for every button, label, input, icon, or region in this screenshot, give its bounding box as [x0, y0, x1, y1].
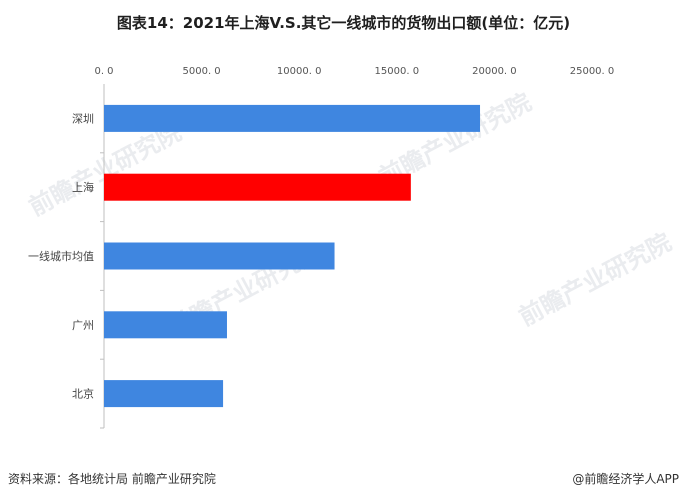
x-tick-label: 0. 0	[94, 66, 113, 77]
bar	[104, 242, 335, 270]
x-tick-label: 20000. 0	[472, 66, 517, 77]
x-tick-label: 15000. 0	[375, 66, 420, 77]
chart-title: 图表14：2021年上海V.S.其它一线城市的货物出口额(单位：亿元)	[116, 14, 571, 32]
category-label: 广州	[72, 319, 94, 332]
x-tick-label: 10000. 0	[277, 66, 322, 77]
category-label: 一线城市均值	[28, 249, 94, 263]
bar	[104, 173, 411, 201]
source-note: 资料来源：各地统计局 前瞻产业研究院	[8, 472, 216, 486]
bar	[104, 311, 227, 339]
category-label: 上海	[72, 180, 94, 194]
x-tick-label: 5000. 0	[183, 66, 221, 77]
category-label: 北京	[72, 387, 94, 401]
category-label: 深圳	[72, 112, 94, 125]
x-tick-label: 25000. 0	[570, 66, 615, 77]
brand-credit: @前瞻经济学人APP	[572, 472, 679, 486]
bar	[104, 380, 224, 408]
bar	[104, 104, 481, 132]
